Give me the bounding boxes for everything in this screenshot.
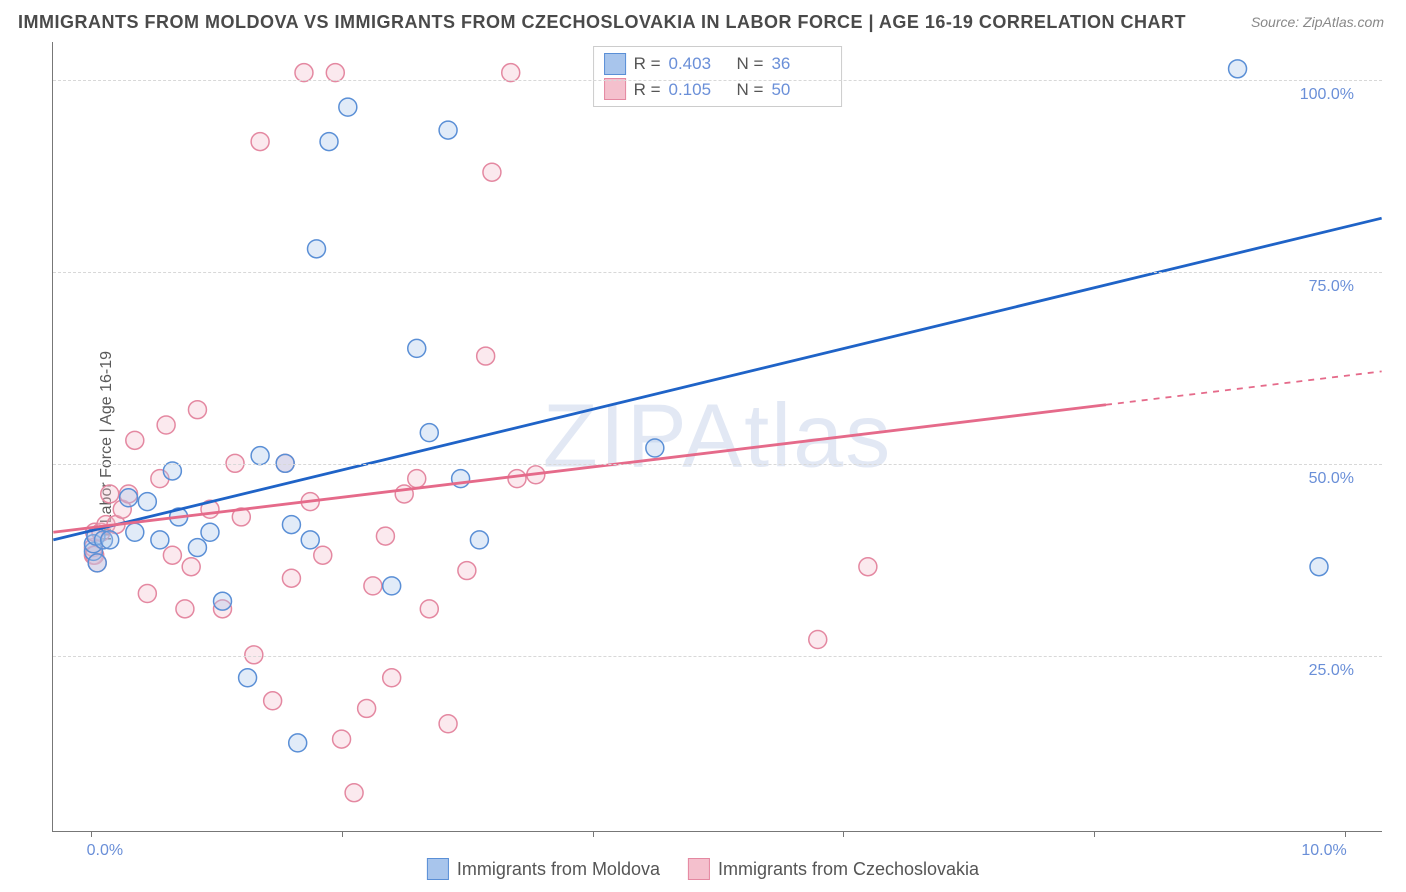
y-tick-label: 100.0% [1300,86,1354,104]
x-tick [1094,831,1095,837]
scatter-point [101,531,119,549]
scatter-point [420,424,438,442]
scatter-point [120,489,138,507]
gridline-h [53,272,1382,273]
scatter-point [408,339,426,357]
legend-series: Immigrants from Moldova Immigrants from … [427,858,979,880]
scatter-point [477,347,495,365]
x-tick-label: 10.0% [1301,842,1346,860]
scatter-point [339,98,357,116]
y-tick-label: 25.0% [1309,662,1354,680]
scatter-point [646,439,664,457]
scatter-point [188,539,206,557]
scatter-point [358,699,376,717]
scatter-point [326,64,344,82]
legend-swatch-bottom-0 [427,858,449,880]
x-tick [91,831,92,837]
x-tick [342,831,343,837]
legend-swatch-bottom-1 [688,858,710,880]
legend-stats: R = 0.403 N = 36 R = 0.105 N = 50 [593,46,843,107]
trend-line [53,405,1106,532]
source-label: Source: ZipAtlas.com [1251,14,1384,30]
legend-label-1: Immigrants from Czechoslovakia [718,859,979,880]
scatter-point [138,585,156,603]
scatter-point [126,523,144,541]
scatter-point [364,577,382,595]
legend-swatch-1 [604,78,626,100]
scatter-point [439,715,457,733]
scatter-point [182,558,200,576]
chart-title: IMMIGRANTS FROM MOLDOVA VS IMMIGRANTS FR… [18,12,1186,33]
x-tick-label: 0.0% [87,842,123,860]
scatter-point [439,121,457,139]
scatter-point [289,734,307,752]
legend-stats-row-0: R = 0.403 N = 36 [604,51,832,77]
scatter-point [408,470,426,488]
scatter-point [376,527,394,545]
scatter-point [157,416,175,434]
gridline-h [53,464,1382,465]
scatter-point [151,531,169,549]
scatter-point [264,692,282,710]
scatter-point [126,431,144,449]
legend-item-0: Immigrants from Moldova [427,858,660,880]
scatter-point [470,531,488,549]
x-tick [1345,831,1346,837]
scatter-point [282,569,300,587]
scatter-point [295,64,313,82]
scatter-point [508,470,526,488]
scatter-point [214,592,232,610]
y-tick-label: 50.0% [1309,470,1354,488]
scatter-point [458,562,476,580]
scatter-point [383,577,401,595]
y-tick-label: 75.0% [1309,278,1354,296]
plot-area: ZIPAtlas R = 0.403 N = 36 R = 0.105 N = … [52,42,1382,832]
scatter-point [88,554,106,572]
scatter-point [201,523,219,541]
trend-line-dashed [1106,371,1382,404]
scatter-point [101,485,119,503]
chart-svg [53,42,1382,831]
scatter-point [1310,558,1328,576]
scatter-point [420,600,438,618]
scatter-point [188,401,206,419]
scatter-point [308,240,326,258]
scatter-point [345,784,363,802]
scatter-point [333,730,351,748]
legend-item-1: Immigrants from Czechoslovakia [688,858,979,880]
scatter-point [320,133,338,151]
x-tick [843,831,844,837]
r-value-0: 0.403 [669,51,729,77]
scatter-point [859,558,877,576]
gridline-h [53,656,1382,657]
scatter-point [282,516,300,534]
legend-label-0: Immigrants from Moldova [457,859,660,880]
scatter-point [502,64,520,82]
scatter-point [301,531,319,549]
scatter-point [176,600,194,618]
scatter-point [251,133,269,151]
x-tick [593,831,594,837]
r-label: R = [634,51,661,77]
scatter-point [314,546,332,564]
trend-line [53,218,1381,540]
scatter-point [163,546,181,564]
scatter-point [251,447,269,465]
n-value-0: 36 [771,51,831,77]
legend-swatch-0 [604,53,626,75]
scatter-point [383,669,401,687]
n-label: N = [737,51,764,77]
scatter-point [138,493,156,511]
scatter-point [239,669,257,687]
scatter-point [483,163,501,181]
gridline-h [53,80,1382,81]
scatter-point [809,631,827,649]
scatter-point [1229,60,1247,78]
